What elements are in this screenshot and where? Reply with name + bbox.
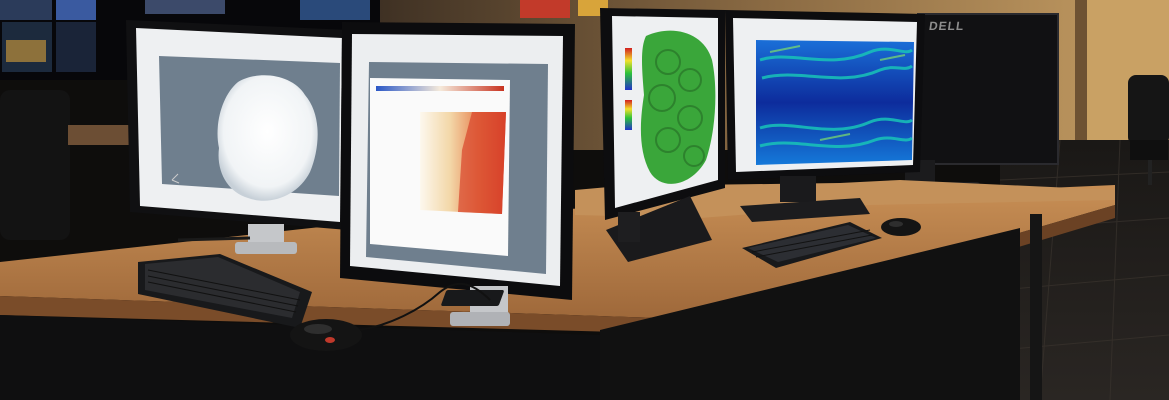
floor xyxy=(1000,140,1169,400)
cable-left xyxy=(359,282,491,331)
keyboard-icon xyxy=(742,222,882,268)
mouse-icon xyxy=(290,319,362,351)
monitor-center-right xyxy=(600,8,725,262)
rainbow-colorbar xyxy=(625,48,632,90)
chair-left xyxy=(0,90,70,240)
monitor-left xyxy=(126,20,350,254)
green-cells xyxy=(648,49,705,167)
monitor-center-left xyxy=(340,22,575,326)
monitor-brand-logo: DELL xyxy=(928,19,966,33)
side-desk-left xyxy=(68,125,148,145)
blob-rock-render xyxy=(217,75,318,201)
door-frame xyxy=(1075,0,1087,145)
chair-right xyxy=(1128,75,1169,185)
colorbar xyxy=(376,86,504,91)
cyan-streaks xyxy=(759,47,913,148)
mouse-icon xyxy=(881,218,921,236)
keyboard-icon xyxy=(138,254,312,328)
monitor-right xyxy=(725,10,925,222)
